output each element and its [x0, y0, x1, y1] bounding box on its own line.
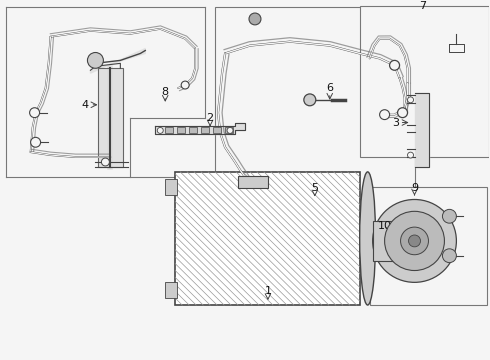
Bar [177, 127, 185, 134]
Circle shape [400, 227, 428, 255]
Circle shape [181, 81, 189, 89]
Text: 5: 5 [311, 183, 318, 193]
Circle shape [442, 210, 456, 223]
Circle shape [408, 152, 414, 158]
Bar [225, 127, 233, 134]
Ellipse shape [360, 172, 376, 305]
Text: 3: 3 [392, 117, 399, 127]
Circle shape [385, 211, 444, 270]
Polygon shape [155, 122, 245, 134]
Polygon shape [91, 49, 145, 73]
Text: 1: 1 [265, 286, 271, 296]
Circle shape [442, 249, 456, 263]
Circle shape [408, 97, 414, 103]
Circle shape [30, 137, 41, 147]
Text: 2: 2 [207, 113, 214, 123]
Text: 4: 4 [82, 100, 89, 110]
Circle shape [304, 94, 316, 106]
Bar [175, 172, 360, 305]
Bar [238, 176, 268, 188]
Bar [189, 127, 197, 134]
Circle shape [372, 199, 456, 282]
Bar [165, 127, 173, 134]
Polygon shape [415, 93, 429, 167]
Bar [369, 187, 488, 305]
Text: 7: 7 [419, 1, 426, 11]
Circle shape [409, 235, 420, 247]
Circle shape [29, 108, 40, 118]
Bar [360, 6, 490, 157]
Circle shape [397, 108, 408, 118]
Circle shape [380, 110, 390, 120]
Text: 6: 6 [326, 83, 333, 93]
Circle shape [227, 127, 233, 134]
Circle shape [87, 53, 103, 68]
Bar [165, 282, 177, 298]
Text: 10: 10 [378, 221, 392, 231]
Circle shape [249, 13, 261, 25]
Bar [165, 179, 177, 194]
Bar [98, 68, 123, 167]
Bar [372, 221, 408, 261]
Bar [213, 127, 221, 134]
Text: 8: 8 [162, 87, 169, 97]
Bar [201, 127, 209, 134]
Bar [215, 7, 415, 199]
Text: 9: 9 [411, 183, 418, 193]
Circle shape [101, 158, 109, 166]
Circle shape [157, 127, 163, 134]
Circle shape [390, 60, 399, 70]
